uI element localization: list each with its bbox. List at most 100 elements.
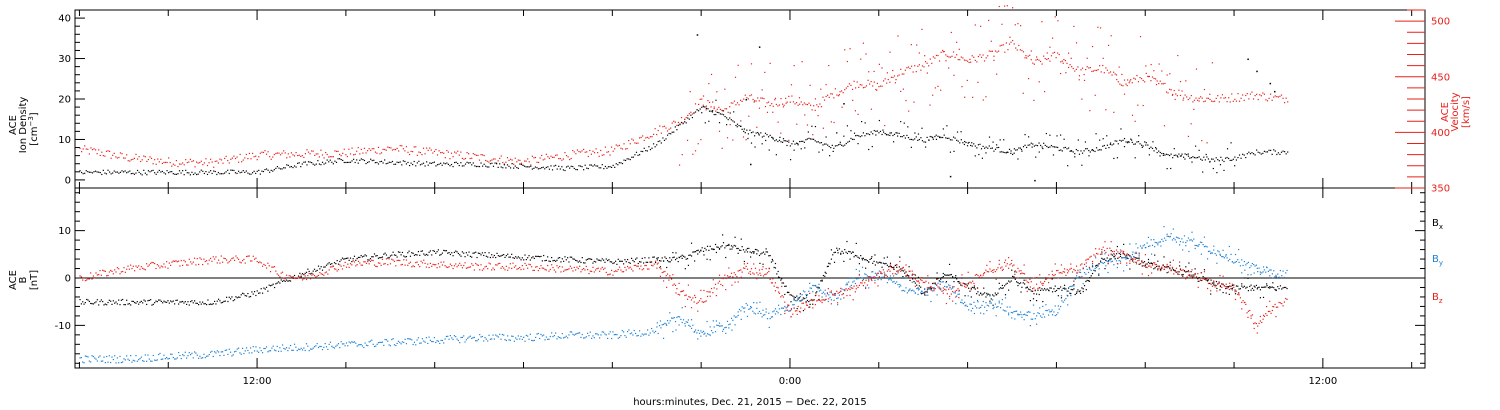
velocity-point bbox=[1265, 99, 1267, 101]
velocity-point bbox=[1032, 62, 1034, 64]
b-by-point bbox=[1031, 318, 1034, 320]
density-point bbox=[505, 167, 507, 169]
velocity-point bbox=[1029, 54, 1031, 56]
b-by-point bbox=[1259, 273, 1261, 275]
velocity-point bbox=[188, 161, 190, 163]
density-point bbox=[514, 165, 516, 167]
b-bz-point bbox=[531, 266, 533, 268]
density-point bbox=[147, 170, 150, 172]
velocity-point bbox=[545, 153, 547, 155]
b-bx-point bbox=[140, 300, 142, 302]
b-bx-point bbox=[111, 303, 113, 305]
b-bx-point bbox=[765, 248, 767, 250]
velocity-point bbox=[440, 152, 442, 154]
velocity-point bbox=[884, 78, 886, 80]
density-point bbox=[206, 173, 209, 176]
b-bx-point bbox=[945, 281, 948, 283]
velocity-point bbox=[845, 87, 847, 89]
velocity-point bbox=[387, 146, 389, 148]
b-bx-point bbox=[733, 244, 735, 247]
b-by-point bbox=[1126, 256, 1128, 258]
b-bz-point bbox=[415, 261, 417, 264]
b-by-point bbox=[183, 355, 185, 357]
b-bx-point bbox=[930, 288, 932, 290]
b-bx-point bbox=[1263, 286, 1265, 288]
b-by-point bbox=[749, 308, 751, 310]
b-by-point bbox=[400, 343, 402, 345]
velocity-point bbox=[1256, 93, 1258, 95]
b-by-point bbox=[428, 336, 430, 338]
density-point bbox=[609, 166, 611, 168]
b-bx-point bbox=[1049, 287, 1051, 289]
density-point bbox=[698, 110, 700, 112]
density-point bbox=[1245, 156, 1247, 159]
b-bx-point bbox=[1266, 283, 1268, 285]
b-bx-point bbox=[690, 255, 693, 257]
velocity-point bbox=[917, 65, 919, 67]
velocity-point bbox=[168, 157, 170, 159]
velocity-point bbox=[551, 156, 554, 158]
b-by-point bbox=[199, 355, 201, 357]
b-by-point bbox=[239, 352, 241, 354]
velocity-point bbox=[1174, 98, 1176, 101]
density-point bbox=[192, 173, 195, 176]
density-point bbox=[363, 159, 366, 162]
b-by-point bbox=[1018, 314, 1020, 316]
b-bx-point bbox=[1251, 287, 1254, 290]
density-point bbox=[357, 162, 359, 164]
density-point bbox=[921, 127, 923, 129]
b-by-point bbox=[551, 332, 553, 334]
velocity-point bbox=[506, 157, 509, 159]
density-point bbox=[820, 142, 823, 144]
b-by-point bbox=[1024, 313, 1026, 315]
b-by-point bbox=[227, 353, 229, 356]
b-by-point bbox=[761, 316, 763, 318]
velocity-point bbox=[110, 157, 112, 159]
velocity-point bbox=[732, 102, 734, 104]
b-by-point bbox=[634, 332, 637, 335]
b-bx-point bbox=[1013, 276, 1015, 278]
b-bx-point bbox=[584, 262, 586, 264]
density-point bbox=[213, 170, 215, 172]
b-by-point bbox=[345, 342, 348, 344]
b-bx-point bbox=[107, 301, 109, 304]
b-bz-point bbox=[469, 266, 471, 268]
velocity-point bbox=[1050, 55, 1053, 57]
velocity-point bbox=[859, 84, 861, 86]
density-point bbox=[1189, 157, 1191, 159]
b-bx-point bbox=[670, 259, 673, 261]
density-point bbox=[595, 165, 597, 167]
b-bx-point bbox=[740, 238, 742, 240]
b-bx-point bbox=[401, 251, 404, 254]
density-point bbox=[1012, 153, 1014, 156]
b-bz-point bbox=[822, 299, 825, 301]
b-by-point bbox=[256, 350, 258, 352]
b-bz-point bbox=[805, 302, 807, 304]
b-bx-point bbox=[183, 302, 185, 304]
b-bx-point bbox=[638, 261, 641, 263]
b-bx-point bbox=[1195, 277, 1198, 279]
b-by-point bbox=[90, 361, 92, 363]
b-bx-point bbox=[191, 300, 193, 302]
velocity-point bbox=[780, 97, 782, 100]
density-point bbox=[174, 173, 176, 175]
b-bx-point bbox=[166, 301, 168, 303]
velocity-point bbox=[890, 76, 892, 78]
b-by-point bbox=[1114, 258, 1116, 260]
velocity-point bbox=[1231, 93, 1233, 95]
velocity-point bbox=[660, 132, 662, 134]
b-bz-point bbox=[480, 264, 482, 266]
b-by-point bbox=[497, 336, 499, 338]
velocity-point bbox=[283, 150, 285, 152]
density-point bbox=[620, 162, 622, 164]
b-bz-point bbox=[529, 264, 531, 266]
velocity-point bbox=[180, 163, 182, 165]
b-bz-point bbox=[553, 269, 555, 271]
b-by-point bbox=[132, 359, 134, 361]
b-bx-point bbox=[688, 254, 690, 256]
b-by-point bbox=[905, 277, 907, 279]
b-by-point bbox=[172, 356, 174, 359]
b-bz-point bbox=[413, 265, 416, 268]
velocity-point bbox=[586, 151, 588, 153]
density-point bbox=[628, 158, 630, 160]
